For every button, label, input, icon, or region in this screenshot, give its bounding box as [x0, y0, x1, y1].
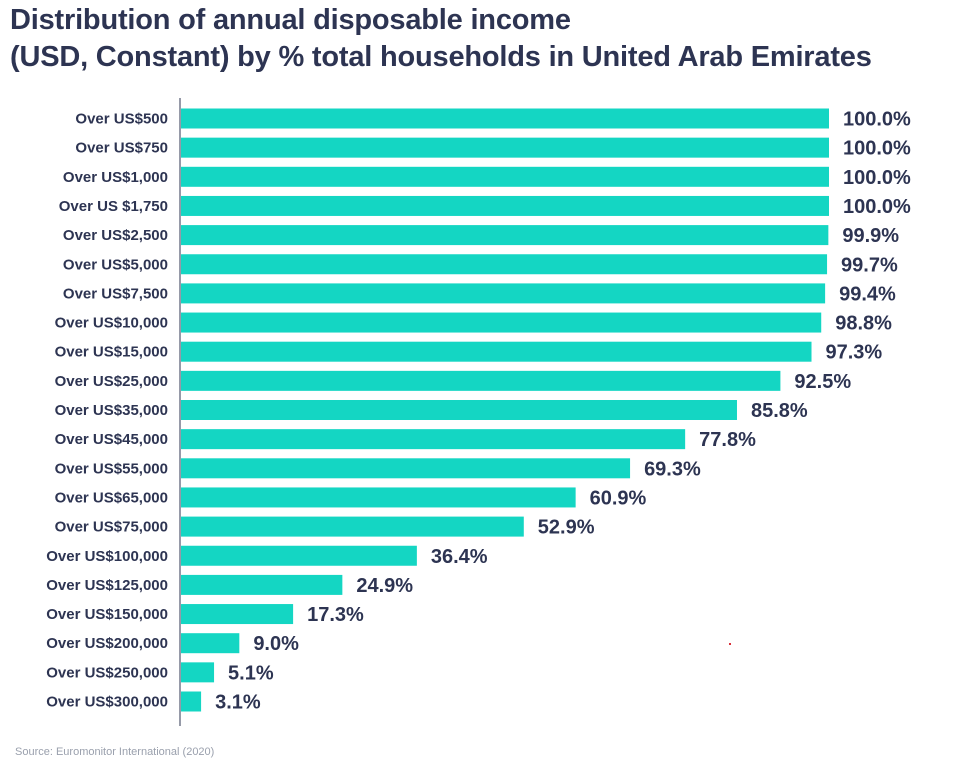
bar [181, 137, 829, 158]
bar [181, 691, 202, 712]
category-label: Over US$150,000 [46, 606, 168, 623]
value-label: 52.9% [538, 517, 595, 539]
bar [181, 341, 812, 362]
value-label: 100.0% [843, 109, 911, 131]
value-label: 98.8% [835, 313, 892, 335]
value-label: 5.1% [228, 662, 274, 684]
bar [181, 312, 822, 333]
chart-title-line-1: Distribution of annual disposable income [10, 4, 571, 36]
category-label: Over US$100,000 [46, 548, 168, 565]
value-label: 92.5% [794, 371, 851, 393]
category-label: Over US$15,000 [55, 344, 168, 361]
bar [181, 487, 576, 508]
value-label: 99.7% [841, 254, 898, 276]
value-label: 85.8% [751, 400, 808, 422]
category-label: Over US$750 [75, 140, 168, 157]
bar [181, 108, 829, 129]
category-label: Over US$55,000 [55, 460, 168, 477]
value-label: 69.3% [644, 458, 701, 480]
category-label: Over US$25,000 [55, 373, 168, 390]
bar [181, 254, 828, 275]
value-label: 99.9% [842, 225, 899, 247]
bar [181, 166, 829, 187]
category-label: Over US$300,000 [46, 694, 168, 711]
chart-title-line-2: (USD, Constant) by % total households in… [10, 41, 872, 73]
value-label: 100.0% [843, 196, 911, 218]
bar [181, 370, 781, 391]
category-label: Over US$35,000 [55, 402, 168, 419]
category-label: Over US$200,000 [46, 635, 168, 652]
value-label: 60.9% [590, 487, 647, 509]
bar [181, 662, 215, 683]
category-label: Over US$5,000 [63, 256, 168, 273]
bars-group: Over US$500 100.0% Over US$750 100.0% Over U… [46, 108, 911, 714]
value-label: 24.9% [356, 575, 413, 597]
value-label: 3.1% [215, 692, 261, 714]
category-label: Over US$125,000 [46, 577, 168, 594]
category-label: Over US$1,000 [63, 169, 168, 186]
bar [181, 574, 343, 595]
value-label: 100.0% [843, 167, 911, 189]
category-label: Over US$250,000 [46, 664, 168, 681]
category-label: Over US$75,000 [55, 519, 168, 536]
stray-dot [729, 643, 731, 645]
value-label: 77.8% [699, 429, 756, 451]
bar [181, 633, 240, 654]
source-note: Source: Euromonitor International (2020) [15, 746, 215, 758]
bar [181, 195, 829, 216]
category-label: Over US$500 [75, 111, 168, 128]
bar [181, 604, 294, 625]
category-label: Over US$45,000 [55, 431, 168, 448]
value-label: 17.3% [307, 604, 364, 626]
bar [181, 283, 826, 304]
value-label: 100.0% [843, 138, 911, 160]
bar [181, 225, 829, 246]
bar [181, 516, 524, 537]
bar [181, 545, 417, 566]
value-label: 97.3% [826, 342, 883, 364]
category-label: Over US$2,500 [63, 227, 168, 244]
value-label: 9.0% [253, 633, 299, 655]
bar [181, 458, 631, 479]
category-label: Over US $1,750 [59, 198, 168, 215]
bar [181, 400, 737, 420]
category-label: Over US$65,000 [55, 489, 168, 506]
chart-title: Distribution of annual disposable income… [10, 2, 955, 76]
category-label: Over US$10,000 [55, 315, 168, 332]
category-label: Over US$7,500 [63, 285, 168, 302]
value-label: 36.4% [431, 546, 488, 568]
value-label: 99.4% [839, 283, 896, 305]
bar [181, 429, 686, 450]
